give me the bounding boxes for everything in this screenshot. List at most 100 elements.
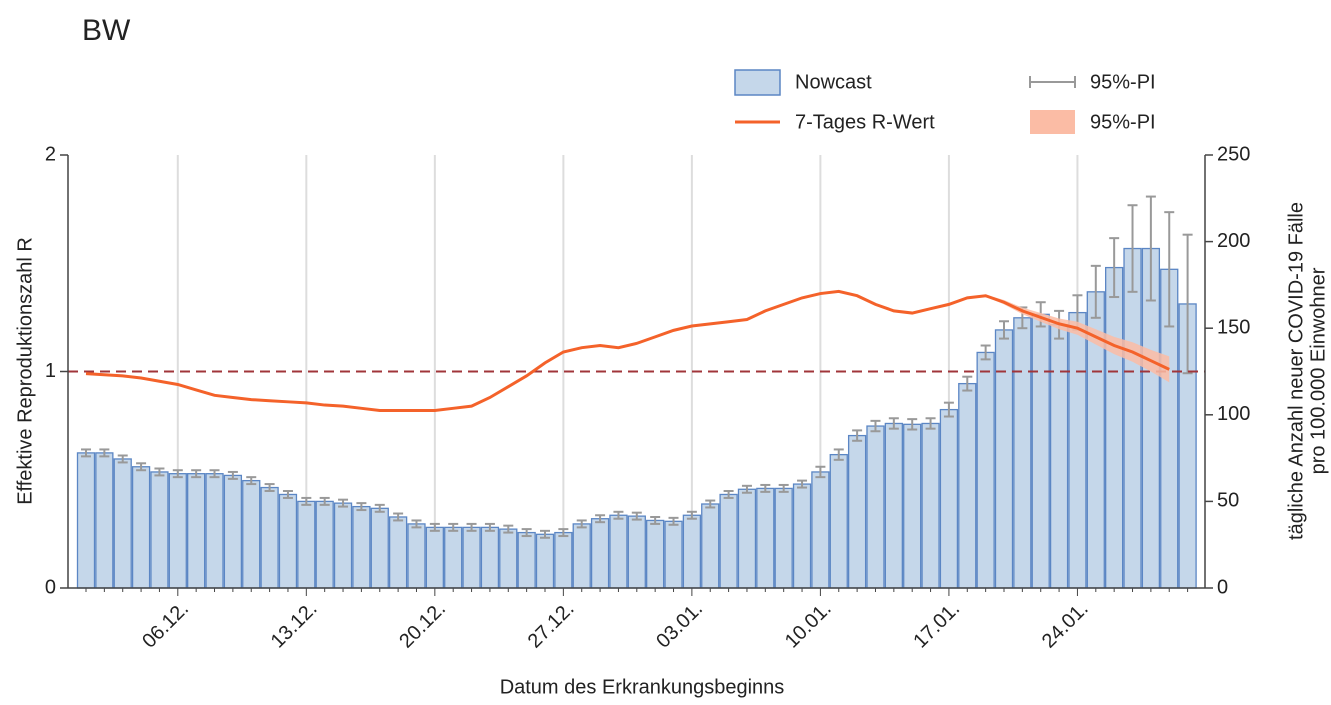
error-bar: [631, 511, 642, 521]
bar: [150, 471, 169, 589]
bar: [572, 523, 591, 589]
error-bar: [301, 496, 312, 506]
error-bar: [540, 529, 550, 539]
error-bar: [393, 512, 404, 522]
error-bar: [797, 479, 808, 489]
error-bar: [1127, 204, 1138, 293]
x-tick-label: 03.01.: [652, 598, 707, 653]
bar: [499, 528, 518, 589]
bar: [113, 458, 132, 589]
y-tick-label: 2: [45, 143, 56, 165]
bar: [646, 519, 665, 589]
x-tick-label: 13.12.: [267, 598, 322, 653]
error-bar: [264, 483, 275, 493]
error-bar: [521, 528, 532, 538]
error-bar: [907, 418, 918, 431]
bar: [958, 382, 977, 589]
error-bar: [1090, 264, 1101, 319]
bar: [884, 422, 903, 589]
bar: [664, 520, 683, 589]
error-bar: [172, 469, 183, 479]
bar: [187, 473, 206, 589]
error-bar: [723, 490, 734, 499]
x-tick-label: 24.01.: [1038, 598, 1093, 653]
bar: [444, 526, 463, 589]
y2-axis-label: pro 100.000 Einwohner: [1307, 267, 1329, 474]
bar: [297, 500, 316, 589]
error-bar: [741, 484, 752, 494]
bar: [627, 515, 646, 589]
bar: [260, 486, 279, 589]
error-bar: [980, 344, 991, 361]
y-tick-label: 0: [45, 576, 56, 598]
bar: [847, 434, 867, 589]
y2-tick-label: 250: [1217, 143, 1250, 165]
y2-tick-label: 0: [1217, 576, 1228, 598]
error-bar: [246, 476, 257, 486]
y2-tick-label: 100: [1217, 403, 1250, 425]
bar: [1105, 266, 1124, 589]
error-bar: [999, 320, 1009, 340]
error-bar: [595, 514, 606, 524]
x-tick-label: 17.01.: [909, 598, 964, 653]
bar: [388, 516, 408, 589]
chart-title: BW: [82, 14, 131, 47]
legend-swatch: [1030, 110, 1075, 134]
legend-label: Nowcast: [795, 71, 872, 93]
r-line: [85, 289, 1170, 412]
bar: [1049, 324, 1069, 589]
error-bar: [448, 522, 459, 532]
bar: [131, 466, 151, 589]
error-bar: [136, 462, 147, 472]
legend-label: 95%-PI: [1090, 111, 1156, 133]
y2-tick-label: 50: [1217, 490, 1239, 512]
error-bar: [1109, 237, 1120, 299]
error-bar: [1145, 195, 1156, 302]
legend-swatch: [734, 69, 781, 96]
bar: [682, 514, 702, 589]
error-bar: [117, 454, 128, 464]
y-tick-label: 1: [45, 360, 56, 382]
error-bar: [154, 467, 165, 477]
bar: [278, 493, 298, 589]
bar: [535, 533, 555, 589]
error-bar: [613, 510, 624, 520]
bar: [737, 488, 757, 589]
error-bar: [925, 417, 936, 430]
error-bar: [484, 522, 495, 532]
error-bar: [815, 465, 826, 479]
error-bar: [374, 503, 385, 513]
bar: [315, 500, 334, 589]
bar: [242, 479, 261, 589]
legend-label: 95%-PI: [1090, 71, 1156, 93]
error-bar: [466, 522, 477, 532]
bar: [370, 507, 389, 589]
bar: [866, 425, 885, 589]
error-bar: [1182, 233, 1193, 375]
bar: [994, 329, 1014, 589]
error-bar: [668, 516, 679, 526]
bar: [1068, 311, 1087, 589]
bar: [407, 523, 426, 589]
bar: [921, 422, 940, 589]
error-bar: [650, 515, 661, 525]
error-bar: [356, 502, 367, 512]
x-tick-label: 20.12.: [395, 598, 450, 653]
error-bar: [686, 510, 697, 520]
bar: [719, 493, 738, 589]
error-bar: [760, 483, 771, 493]
bar: [76, 452, 96, 589]
x-tick-label: 27.12.: [524, 598, 579, 653]
bar: [939, 408, 959, 589]
bar: [756, 487, 775, 589]
bar: [223, 474, 243, 589]
bar: [352, 505, 371, 589]
x-tick-label: 06.12.: [138, 598, 193, 653]
error-bar: [962, 375, 973, 392]
error-bar: [852, 429, 863, 442]
error-bar: [503, 524, 514, 534]
confidence-band: [985, 294, 1170, 383]
bar: [517, 531, 536, 589]
error-bar: [209, 469, 220, 479]
